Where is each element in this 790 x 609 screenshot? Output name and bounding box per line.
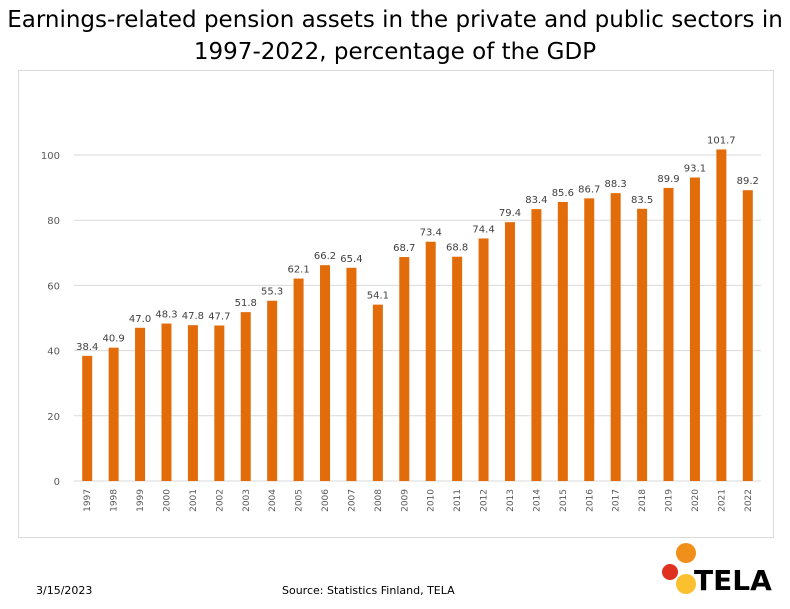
bar-1997 [82,355,93,481]
x-tick-label: 2001 [189,489,199,512]
bar-2017 [610,193,621,481]
data-label: 54.1 [367,291,389,302]
logo-dot-red-icon [662,564,678,580]
x-tick-label: 2022 [744,489,754,512]
logo-dot-orange-icon [676,543,696,563]
bar-2018 [637,208,648,482]
y-tick-label: 60 [47,281,60,292]
bar-2014 [531,209,542,481]
bar-2015 [557,201,568,481]
x-tick-label: 2015 [559,489,569,512]
footer-source: Source: Statistics Finland, TELA [282,584,455,597]
data-label: 73.4 [420,228,442,239]
bar-chart: 0 20 40 60 80 100 38.4 1997 40.9 1998 47.0 1999 48.3… [41,135,761,512]
bar-1998 [108,347,119,481]
data-label: 65.4 [340,254,362,265]
data-label: 89.9 [657,174,679,185]
x-tick-label: 2006 [321,489,331,512]
data-label: 47.0 [129,314,151,325]
x-tick-label: 2010 [427,489,437,512]
bar-1999 [135,327,146,481]
x-tick-label: 2021 [717,489,727,512]
x-tick-label: 2003 [242,489,252,512]
x-tick-label: 2000 [162,489,172,512]
data-label: 68.8 [446,243,468,254]
bar-2019 [663,187,674,481]
data-label: 66.2 [314,251,336,262]
data-label: 47.8 [182,311,204,322]
x-tick-label: 2020 [691,489,701,512]
x-tick-label: 2018 [638,489,648,512]
bar-2001 [187,325,198,481]
bar-2009 [399,257,410,481]
title-line-2: 1997-2022, percentage of the GDP [193,39,597,65]
bar-2007 [346,267,357,481]
data-label: 51.8 [235,298,257,309]
data-label: 55.3 [261,287,283,298]
data-label: 86.7 [578,184,600,195]
data-label: 68.7 [393,243,415,254]
x-tick-label: 2002 [215,489,225,512]
bar-2013 [504,222,515,481]
x-tick-label: 2004 [268,489,278,512]
data-label: 79.4 [499,208,521,219]
y-tick-label: 80 [47,216,60,227]
logo-dot-yellow-icon [676,574,696,594]
bar-2022 [742,190,753,481]
data-label: 83.5 [631,195,653,206]
x-tick-label: 2013 [506,489,516,512]
bar-2016 [584,198,595,481]
bar-2004 [267,300,278,481]
x-tick-label: 2016 [585,489,595,512]
data-label: 40.9 [103,334,125,345]
data-label: 62.1 [287,265,309,276]
bar-2012 [478,238,489,481]
x-tick-label: 2005 [295,489,305,512]
x-tick-label: 2014 [532,489,542,512]
data-label: 93.1 [684,163,706,174]
slide-title: Earnings-related pension assets in the p… [0,4,790,68]
data-label: 47.7 [208,311,230,322]
x-tick-label: 1998 [110,489,120,512]
chart-frame: 0 20 40 60 80 100 38.4 1997 40.9 1998 47.0 1999 48.3… [18,70,774,538]
data-label: 88.3 [605,179,627,190]
x-tick-label: 2007 [347,489,357,512]
data-label: 74.4 [472,224,494,235]
y-tick-label: 40 [47,347,60,358]
bar-2008 [372,304,383,481]
x-tick-label: 2019 [665,489,675,512]
data-label: 38.4 [76,342,98,353]
x-tick-label: 2017 [612,489,622,512]
y-tick-label: 0 [54,477,60,488]
bar-2011 [452,256,463,481]
bar-2003 [240,312,251,481]
y-tick-label: 20 [47,412,60,423]
bar-2010 [425,241,436,481]
x-tick-label: 2008 [374,489,384,512]
bar-2000 [161,323,172,481]
data-label: 85.6 [552,188,574,199]
x-tick-label: 2009 [400,489,410,512]
data-label: 89.2 [737,176,759,187]
bar-2002 [214,325,225,481]
logo-text: TELA [694,564,772,597]
data-label: 83.4 [525,195,547,206]
x-tick-label: 1997 [83,489,93,512]
footer-date: 3/15/2023 [36,584,93,597]
data-label: 101.7 [707,135,736,146]
bar-2021 [716,149,727,481]
x-tick-label: 1999 [136,489,146,512]
bar-2005 [293,278,304,481]
tela-logo: TELA [656,540,776,602]
y-tick-label: 100 [41,151,60,162]
x-tick-label: 2011 [453,489,463,512]
data-label: 48.3 [155,310,177,321]
title-line-1: Earnings-related pension assets in the p… [7,7,783,33]
bar-2020 [689,177,700,481]
bar-2006 [320,265,331,481]
x-tick-label: 2012 [480,489,490,512]
